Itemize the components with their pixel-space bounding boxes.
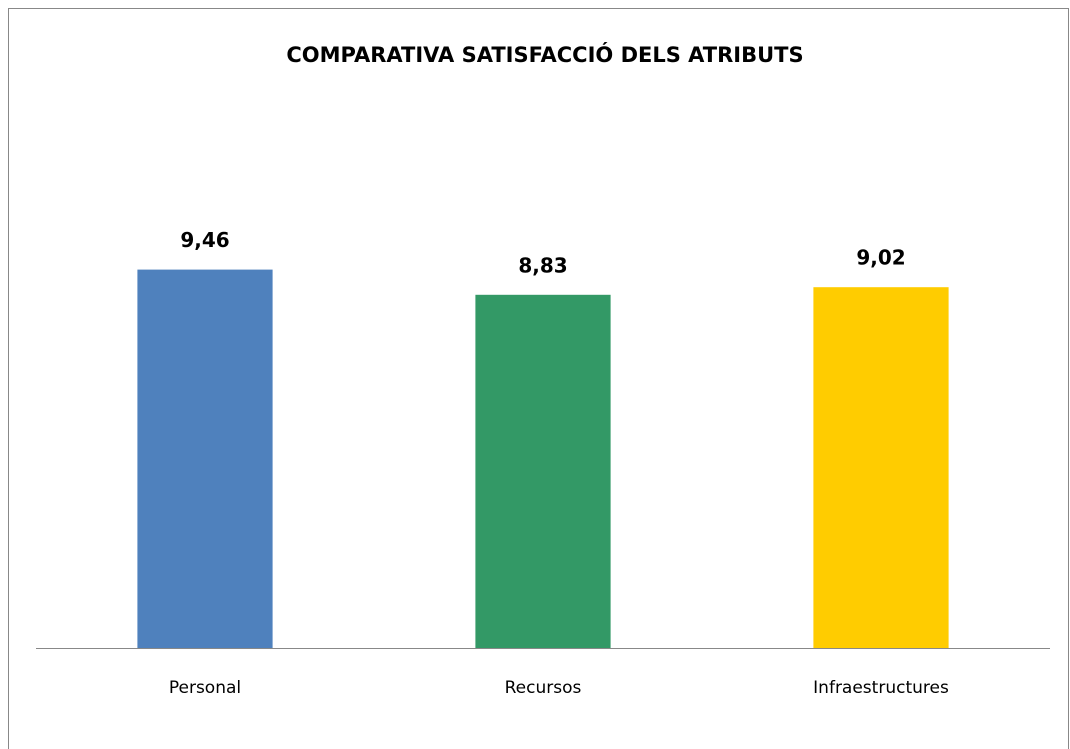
x-tick-label: Recursos (505, 678, 582, 698)
x-tick-label: Infraestructures (813, 678, 949, 698)
chart-title: COMPARATIVA SATISFACCIÓ DELS ATRIBUTS (286, 42, 803, 67)
bar (475, 294, 611, 648)
bar (137, 269, 273, 648)
value-label: 9,02 (856, 246, 905, 270)
x-tick-label: Personal (169, 678, 241, 698)
value-label: 8,83 (518, 253, 567, 277)
value-label: 9,46 (180, 228, 229, 252)
bar (813, 287, 949, 648)
